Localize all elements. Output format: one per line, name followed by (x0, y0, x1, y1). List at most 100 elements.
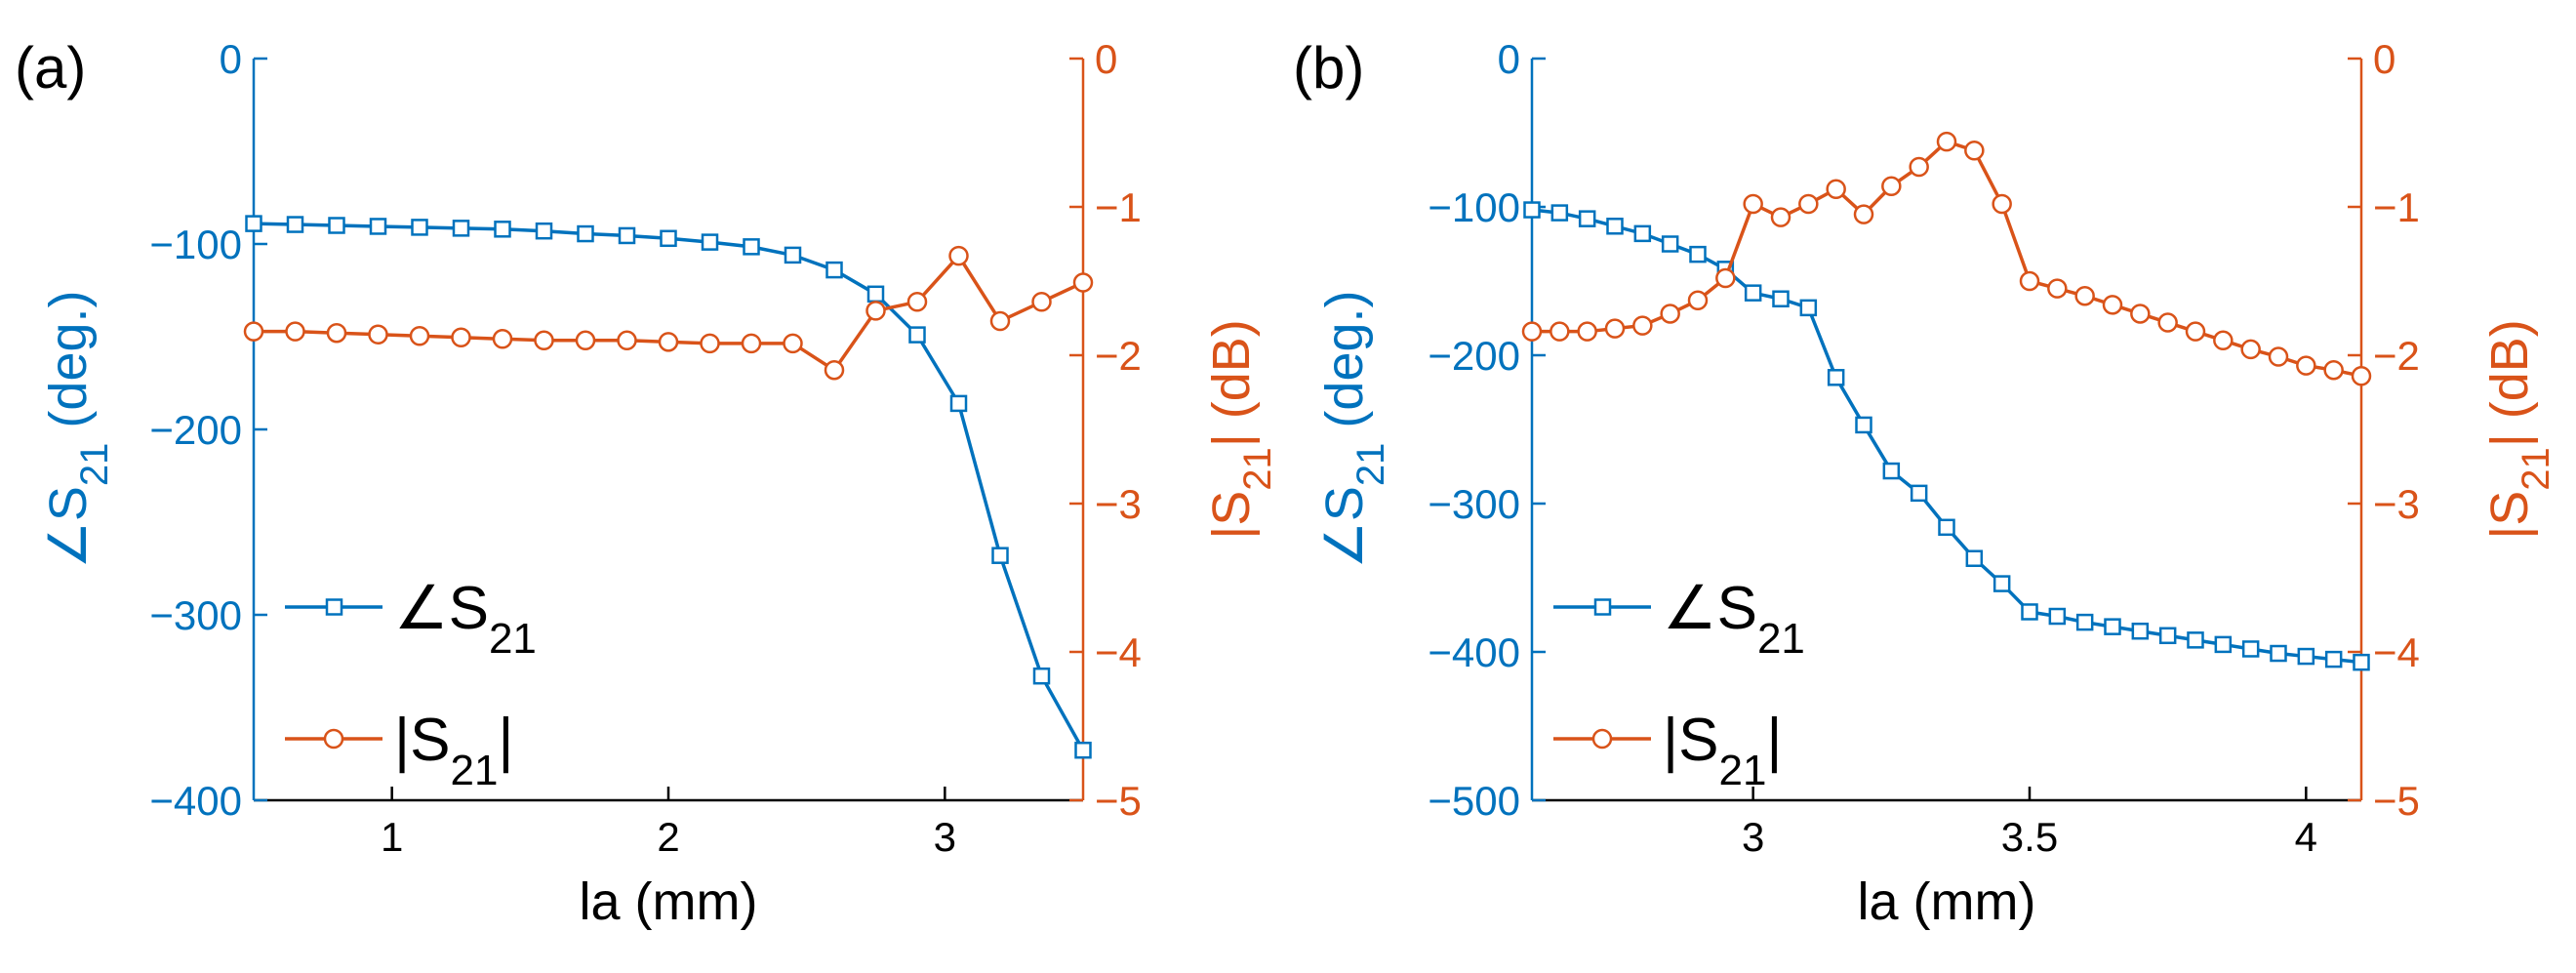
left-y-axis-label: ∠S21 (deg.) (1315, 290, 1392, 568)
data-point-square (1661, 235, 1679, 253)
data-point-circle (285, 321, 305, 342)
data-point-circle (1550, 321, 1570, 342)
left-y-label-rest: (deg.) (39, 290, 98, 442)
data-point-square (2353, 653, 2370, 671)
data-point-square (1965, 549, 1984, 567)
legend-label-rest: | (1766, 707, 1782, 774)
legend-marker-square (325, 598, 343, 616)
data-point-circle (2351, 366, 2372, 386)
data-point-circle (865, 301, 886, 321)
left-y-label-sub: 21 (73, 443, 116, 487)
data-point-circle (1743, 193, 1763, 215)
data-point-circle (2157, 312, 2178, 333)
data-point-circle (2213, 330, 2234, 351)
data-point-circle (2102, 295, 2123, 315)
panel-b: (b) 3 3.5 4 0 −100 −200 −300 −400 −500 0 −1 −2 −3 −4 −5… (1293, 35, 2557, 931)
left-y-tick-label: −200 (149, 407, 242, 453)
legend-entry-magnitude: |S21| (1553, 707, 1783, 794)
legend-label-sub: 21 (450, 747, 498, 794)
panel-label: (b) (1293, 35, 1364, 101)
legend-entry-magnitude: |S21| (285, 707, 514, 794)
data-point-circle (2240, 339, 2261, 360)
data-point-circle (824, 359, 845, 381)
data-point-square (2241, 640, 2260, 658)
legend-label: |S21| (1663, 707, 1783, 794)
data-point-square (1744, 284, 1762, 302)
right-y-tick-label: −3 (2373, 481, 2420, 527)
series-phase (245, 215, 1092, 759)
x-tick-label: 3 (934, 814, 956, 860)
data-point-circle (1936, 131, 1957, 152)
right-y-label-sub: 21 (1236, 447, 1279, 491)
data-point-square (618, 226, 636, 245)
right-y-tick-label: −4 (2373, 629, 2420, 675)
data-point-square (286, 216, 304, 233)
series-magnitude (243, 245, 1094, 381)
data-point-square (328, 217, 345, 234)
data-point-square (2075, 613, 2094, 631)
data-point-square (2131, 622, 2150, 640)
legend-label-base: |S (394, 707, 450, 774)
legend-label-base: ∠S (1663, 575, 1757, 642)
data-point-square (452, 220, 470, 237)
x-tick-label: 4 (2295, 814, 2317, 860)
data-point-square (1827, 369, 1845, 386)
left-y-tick-label: −300 (149, 592, 242, 638)
data-point-square (1855, 416, 1872, 434)
data-point-circle (2185, 321, 2206, 342)
data-point-square (2214, 635, 2233, 654)
right-y-tick-label: −5 (1095, 778, 1142, 824)
data-point-square (1606, 218, 1624, 235)
data-point-circle (1853, 204, 1874, 224)
data-point-square (577, 224, 594, 243)
data-point-circle (326, 322, 347, 344)
data-point-circle (948, 245, 969, 266)
data-point-square (494, 221, 511, 238)
data-point-square (2104, 618, 2121, 635)
right-y-label-rest: | (dB) (2480, 319, 2539, 447)
data-point-circle (575, 330, 596, 351)
legend-label-sub: 21 (1718, 747, 1766, 794)
data-point-circle (2047, 278, 2068, 299)
data-point-circle (1715, 267, 1736, 289)
data-point-square (1882, 462, 1901, 480)
right-y-tick-label: −1 (2373, 184, 2420, 230)
data-point-circle (989, 310, 1011, 332)
data-point-square (245, 215, 262, 232)
data-point-square (1523, 201, 1541, 219)
x-axis-label: la (mm) (580, 872, 758, 931)
right-y-label-base: |S (2480, 491, 2539, 540)
data-point-circle (1604, 318, 1626, 339)
left-y-label-base: ∠S (1315, 486, 1374, 568)
legend-label-rest: | (498, 707, 513, 774)
panel-a: (a) 1 2 3 0 −100 −200 −300 −400 0 −1 −2 −3 −4 −5 la (mm… (15, 35, 1279, 931)
data-point-circle (1660, 304, 1680, 324)
x-tick-label: 3 (1742, 814, 1764, 860)
data-point-square (1938, 518, 1955, 537)
data-point-circle (243, 321, 264, 342)
data-point-circle (1798, 193, 1819, 215)
right-y-tick-label: −1 (1095, 184, 1142, 230)
data-point-circle (492, 329, 513, 349)
data-point-square (2048, 607, 2067, 626)
data-point-square (2158, 627, 2177, 645)
x-axis-label: la (mm) (1858, 872, 2036, 931)
left-y-tick-label: −100 (1428, 184, 1520, 230)
right-y-tick-label: −5 (2373, 778, 2420, 824)
data-point-circle (783, 333, 803, 354)
panel-label: (a) (15, 35, 86, 101)
left-y-tick-label: −100 (149, 222, 242, 267)
data-point-circle (451, 327, 471, 348)
left-y-tick-label: 0 (220, 36, 242, 82)
data-point-circle (1964, 140, 1985, 161)
data-point-circle (2130, 304, 2151, 324)
legend-entry-phase: ∠S21 (285, 575, 537, 663)
data-point-circle (1577, 321, 1597, 342)
data-point-square (2324, 650, 2343, 669)
right-y-tick-label: 0 (2373, 36, 2395, 82)
legend-label-sub: 21 (489, 615, 537, 663)
data-point-square (701, 233, 719, 251)
right-y-tick-label: −2 (2373, 333, 2420, 379)
right-y-tick-label: −3 (1095, 481, 1142, 527)
